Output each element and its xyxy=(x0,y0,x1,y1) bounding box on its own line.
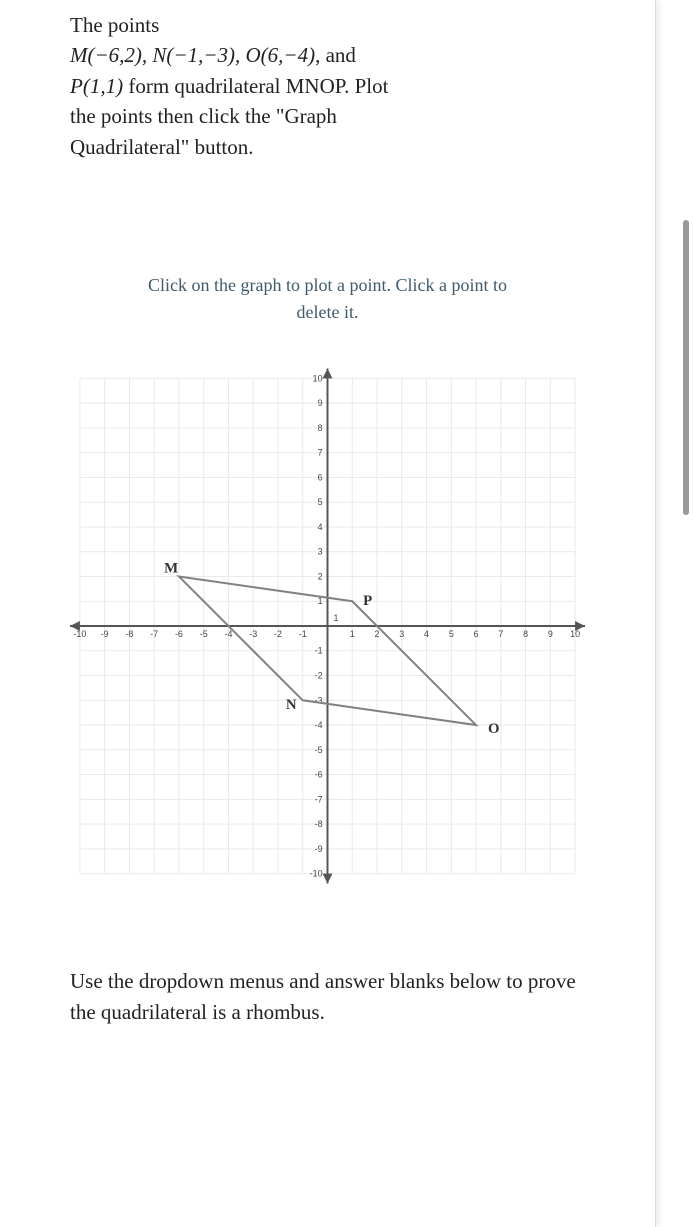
question-line5: Quadrilateral" button. xyxy=(70,135,254,159)
question-line1: The points xyxy=(70,13,159,37)
page-outer: The points M(−6,2), N(−1,−3), O(6,−4), a… xyxy=(0,0,694,1227)
coordinate-graph[interactable]: -10 -9 -8 -7 -6 -5 -4 -3 -2 -1 1 2 3 4 5 6 7 8 9 10 -10 -9 -8 -… xyxy=(70,366,585,886)
svg-text:5: 5 xyxy=(318,497,323,507)
svg-text:1: 1 xyxy=(350,629,355,639)
question-text: The points M(−6,2), N(−1,−3), O(6,−4), a… xyxy=(70,10,585,162)
svg-text:-6: -6 xyxy=(315,770,323,780)
svg-text:1: 1 xyxy=(333,613,338,623)
points-math: M(−6,2), N(−1,−3), O(6,−4) xyxy=(70,43,315,67)
svg-text:3: 3 xyxy=(399,629,404,639)
svg-text:P: P xyxy=(363,593,372,609)
question-line4: the points then click the "Graph xyxy=(70,104,337,128)
svg-text:10: 10 xyxy=(313,374,323,384)
svg-text:-4: -4 xyxy=(315,720,323,730)
svg-text:5: 5 xyxy=(449,629,454,639)
scrollbar-thumb[interactable] xyxy=(683,220,689,515)
svg-text:-2: -2 xyxy=(315,671,323,681)
svg-text:-4: -4 xyxy=(225,629,233,639)
content-box: The points M(−6,2), N(−1,−3), O(6,−4), a… xyxy=(0,0,656,1227)
svg-text:7: 7 xyxy=(318,448,323,458)
instruction-line2: delete it. xyxy=(297,302,359,322)
point-p-math: P(1,1) xyxy=(70,74,123,98)
svg-text:O: O xyxy=(488,721,500,737)
svg-text:N: N xyxy=(286,697,297,713)
q-l3-suf: form quadrilateral MNOP. Plot xyxy=(123,74,388,98)
svg-text:-2: -2 xyxy=(274,629,282,639)
q-l2-suf: , and xyxy=(315,43,356,67)
svg-text:-9: -9 xyxy=(101,629,109,639)
svg-text:10: 10 xyxy=(570,629,580,639)
svg-text:4: 4 xyxy=(424,629,429,639)
svg-text:6: 6 xyxy=(474,629,479,639)
svg-text:-10: -10 xyxy=(73,629,86,639)
svg-text:-3: -3 xyxy=(249,629,257,639)
svg-text:-7: -7 xyxy=(315,794,323,804)
svg-text:-5: -5 xyxy=(315,745,323,755)
svg-text:4: 4 xyxy=(318,522,323,532)
scrollbar-track[interactable] xyxy=(683,0,690,1227)
svg-text:-1: -1 xyxy=(315,646,323,656)
svg-text:-9: -9 xyxy=(315,844,323,854)
svg-text:6: 6 xyxy=(318,473,323,483)
graph-instruction: Click on the graph to plot a point. Clic… xyxy=(70,272,585,326)
svg-text:-8: -8 xyxy=(315,819,323,829)
graph-container: -10 -9 -8 -7 -6 -5 -4 -3 -2 -1 1 2 3 4 5 6 7 8 9 10 -10 -9 -8 -… xyxy=(70,366,585,886)
svg-text:2: 2 xyxy=(375,629,380,639)
svg-text:8: 8 xyxy=(523,629,528,639)
svg-text:9: 9 xyxy=(548,629,553,639)
svg-text:8: 8 xyxy=(318,423,323,433)
svg-text:-6: -6 xyxy=(175,629,183,639)
svg-text:-7: -7 xyxy=(150,629,158,639)
svg-text:-10: -10 xyxy=(310,869,323,879)
svg-text:-1: -1 xyxy=(299,629,307,639)
svg-text:-8: -8 xyxy=(125,629,133,639)
proof-text: Use the dropdown menus and answer blanks… xyxy=(70,966,585,1027)
svg-text:M: M xyxy=(164,561,178,577)
svg-text:-5: -5 xyxy=(200,629,208,639)
svg-text:9: 9 xyxy=(318,398,323,408)
svg-text:7: 7 xyxy=(498,629,503,639)
svg-text:3: 3 xyxy=(318,547,323,557)
instruction-line1: Click on the graph to plot a point. Clic… xyxy=(148,275,507,295)
svg-text:2: 2 xyxy=(318,572,323,582)
